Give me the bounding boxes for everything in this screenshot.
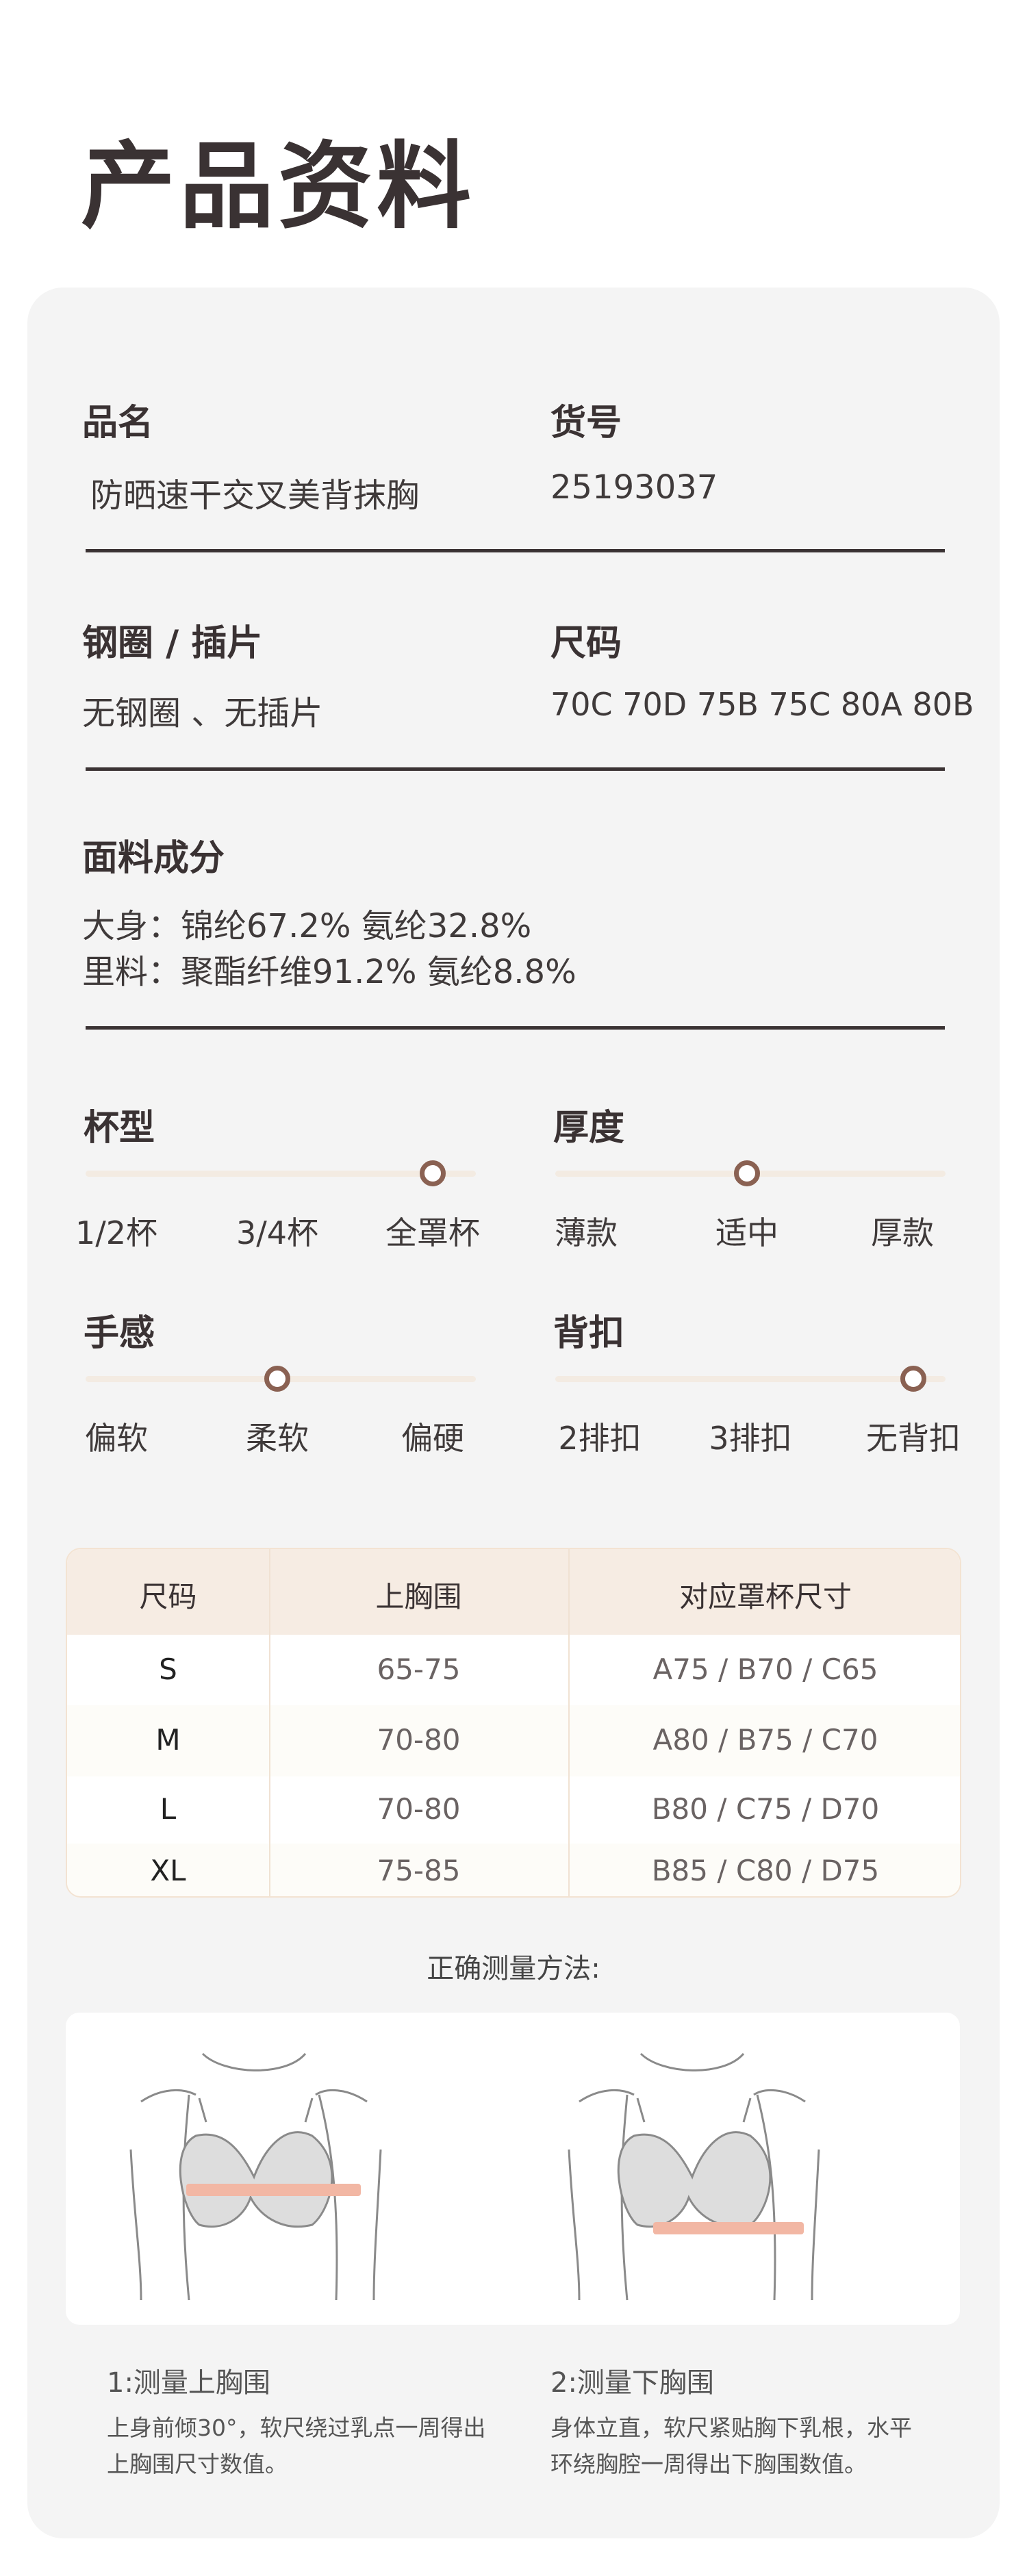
attribute-track xyxy=(555,1376,946,1382)
name-label: 品名 xyxy=(82,403,154,444)
attribute-option: 2排扣 xyxy=(558,1420,642,1457)
attribute-slider-thumb[interactable] xyxy=(264,1366,290,1392)
cell-cup: B85 / C80 / D75 xyxy=(651,1853,880,1887)
table-header: 尺码 上胸围 对应罩杯尺寸 xyxy=(67,1549,960,1635)
table-row: L 70-80 B80 / C75 / D70 xyxy=(67,1776,960,1844)
size-value: 70C 70D 75B 75C 80A 80B xyxy=(550,686,974,723)
step-desc: 身体立直，软尺紧贴胸下乳根，水平 xyxy=(550,2414,912,2441)
table-row: M 70-80 A80 / B75 / C70 xyxy=(67,1705,960,1776)
column-divider xyxy=(269,1549,270,1896)
sku-label: 货号 xyxy=(550,403,622,444)
attribute-option: 薄款 xyxy=(555,1214,618,1251)
attribute-option: 偏硬 xyxy=(401,1420,464,1457)
attribute-option: 偏软 xyxy=(85,1420,148,1457)
step-title: 2:测量下胸围 xyxy=(550,2367,714,2399)
measure-illustrations xyxy=(66,2013,960,2325)
step-desc: 上身前倾30°，软尺绕过乳点一周得出 xyxy=(107,2414,486,2441)
attribute-option: 厚款 xyxy=(871,1214,934,1251)
attribute-option: 适中 xyxy=(715,1214,778,1251)
step-desc: 上胸围尺寸数值。 xyxy=(107,2451,288,2477)
cell-size: S xyxy=(159,1652,177,1686)
step-desc: 环绕胸腔一周得出下胸围数值。 xyxy=(550,2451,867,2477)
cell-cup: A80 / B75 / C70 xyxy=(652,1723,878,1757)
attribute-slider-thumb[interactable] xyxy=(734,1160,760,1186)
cell-size: M xyxy=(155,1723,181,1757)
attribute-option: 柔软 xyxy=(246,1420,309,1457)
size-label: 尺码 xyxy=(550,623,622,664)
fabric-line: 里料：聚酯纤维91.2% 氨纶8.8% xyxy=(82,953,576,991)
attribute-option: 3排扣 xyxy=(709,1420,792,1457)
upper-bust-figure xyxy=(129,2052,382,2301)
table-row: XL 75-85 B85 / C80 / D75 xyxy=(67,1844,960,1896)
attribute-option: 全罩杯 xyxy=(385,1214,480,1251)
header-cup: 对应罩杯尺寸 xyxy=(679,1580,852,1614)
fabric-label: 面料成分 xyxy=(82,838,225,879)
wire-label: 钢圈 / 插片 xyxy=(82,623,263,664)
measure-heading: 正确测量方法: xyxy=(427,1953,600,1985)
cell-bust: 65-75 xyxy=(377,1652,461,1686)
attribute-option: 3/4杯 xyxy=(236,1214,319,1251)
header-bust: 上胸围 xyxy=(375,1580,462,1614)
attribute-label: 手感 xyxy=(84,1313,155,1354)
tape-upper xyxy=(186,2184,361,2196)
attribute-option: 无背扣 xyxy=(866,1420,961,1457)
table-row: S 65-75 A75 / B70 / C65 xyxy=(67,1635,960,1705)
cell-bust: 70-80 xyxy=(377,1723,461,1757)
header-size: 尺码 xyxy=(139,1580,197,1614)
sku-value: 25193037 xyxy=(550,468,718,507)
size-table: 尺码 上胸围 对应罩杯尺寸 S 65-75 A75 / B70 / C65 M … xyxy=(66,1548,961,1898)
name-value: 防晒速干交叉美背抹胸 xyxy=(90,476,420,515)
attribute-label: 背扣 xyxy=(553,1313,625,1354)
attribute-track xyxy=(86,1171,476,1177)
tape-under xyxy=(653,2222,804,2234)
divider xyxy=(86,549,945,552)
attribute-label: 杯型 xyxy=(84,1108,155,1149)
attribute-option: 1/2杯 xyxy=(75,1214,158,1251)
cell-cup: A75 / B70 / C65 xyxy=(652,1652,878,1686)
page-title: 产品资料 xyxy=(81,131,476,242)
divider xyxy=(86,1026,945,1030)
attribute-slider-thumb[interactable] xyxy=(900,1366,926,1392)
column-divider xyxy=(568,1549,570,1896)
step-title: 1:测量上胸围 xyxy=(107,2367,270,2399)
divider xyxy=(86,767,945,771)
cell-bust: 75-85 xyxy=(377,1853,461,1887)
attribute-slider-thumb[interactable] xyxy=(420,1160,446,1186)
fabric-line: 大身：锦纶67.2% 氨纶32.8% xyxy=(82,907,532,945)
cell-size: XL xyxy=(150,1853,186,1887)
bra-measure-illustration xyxy=(129,2052,820,2301)
under-bust-figure xyxy=(568,2052,820,2301)
cell-bust: 70-80 xyxy=(377,1792,461,1826)
cell-cup: B80 / C75 / D70 xyxy=(651,1792,880,1826)
cell-size: L xyxy=(160,1792,177,1826)
wire-value: 无钢圈 、无插片 xyxy=(82,694,323,732)
attribute-label: 厚度 xyxy=(553,1108,625,1149)
